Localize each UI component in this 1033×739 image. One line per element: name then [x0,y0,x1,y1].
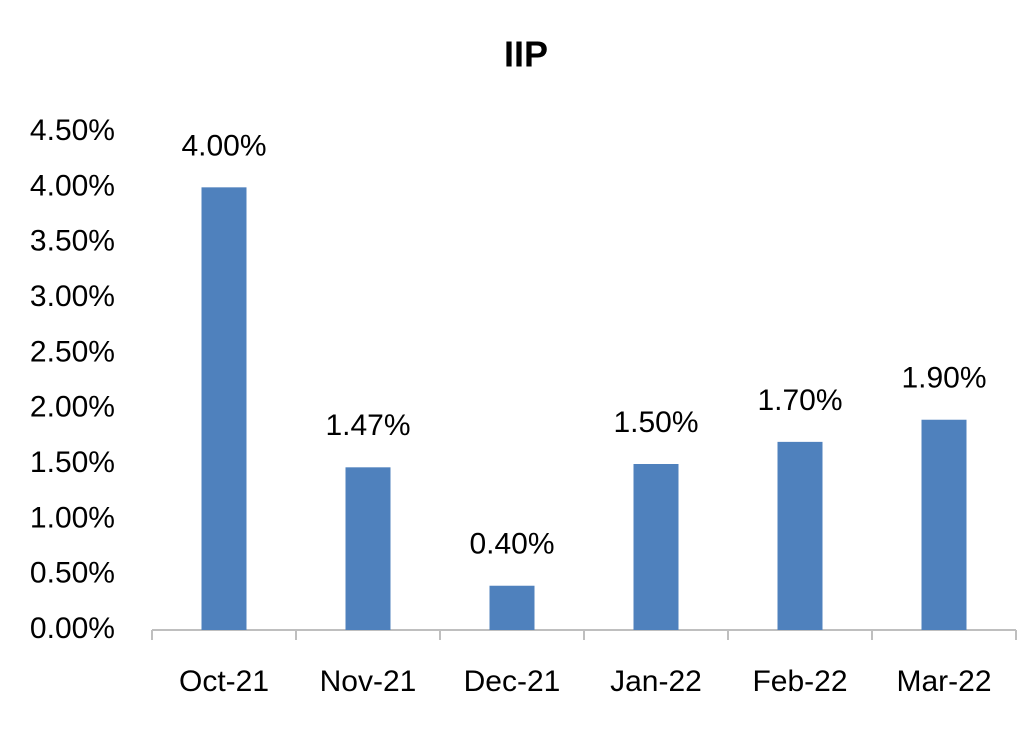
bar [921,419,967,630]
y-tick-label: 3.50% [30,225,115,258]
y-tick-label: 0.00% [30,612,115,645]
value-label: 1.90% [901,362,986,395]
x-tick-label: Jan-22 [610,665,702,698]
y-tick-label: 1.50% [30,446,115,479]
value-label: 1.50% [613,406,698,439]
bar [201,187,247,631]
y-tick-label: 3.00% [30,280,115,313]
bar [777,441,823,630]
x-tick-label: Nov-21 [320,665,417,698]
y-tick-label: 2.50% [30,335,115,368]
x-tick-label: Oct-21 [179,665,269,698]
bar [633,464,679,630]
y-tick-label: 2.00% [30,391,115,424]
y-tick-label: 0.50% [30,557,115,590]
y-tick-label: 4.50% [30,114,115,147]
value-label: 1.70% [757,384,842,417]
value-label: 4.00% [181,129,266,162]
y-tick-label: 1.00% [30,501,115,534]
x-tick-label: Feb-22 [752,665,847,698]
value-label: 1.47% [325,409,410,442]
x-tick-label: Dec-21 [464,665,561,698]
chart-title: IIP [504,34,548,75]
y-tick-label: 4.00% [30,169,115,202]
bar [489,585,535,630]
value-label: 0.40% [469,528,554,561]
x-tick-label: Mar-22 [896,665,991,698]
bar [345,467,391,630]
